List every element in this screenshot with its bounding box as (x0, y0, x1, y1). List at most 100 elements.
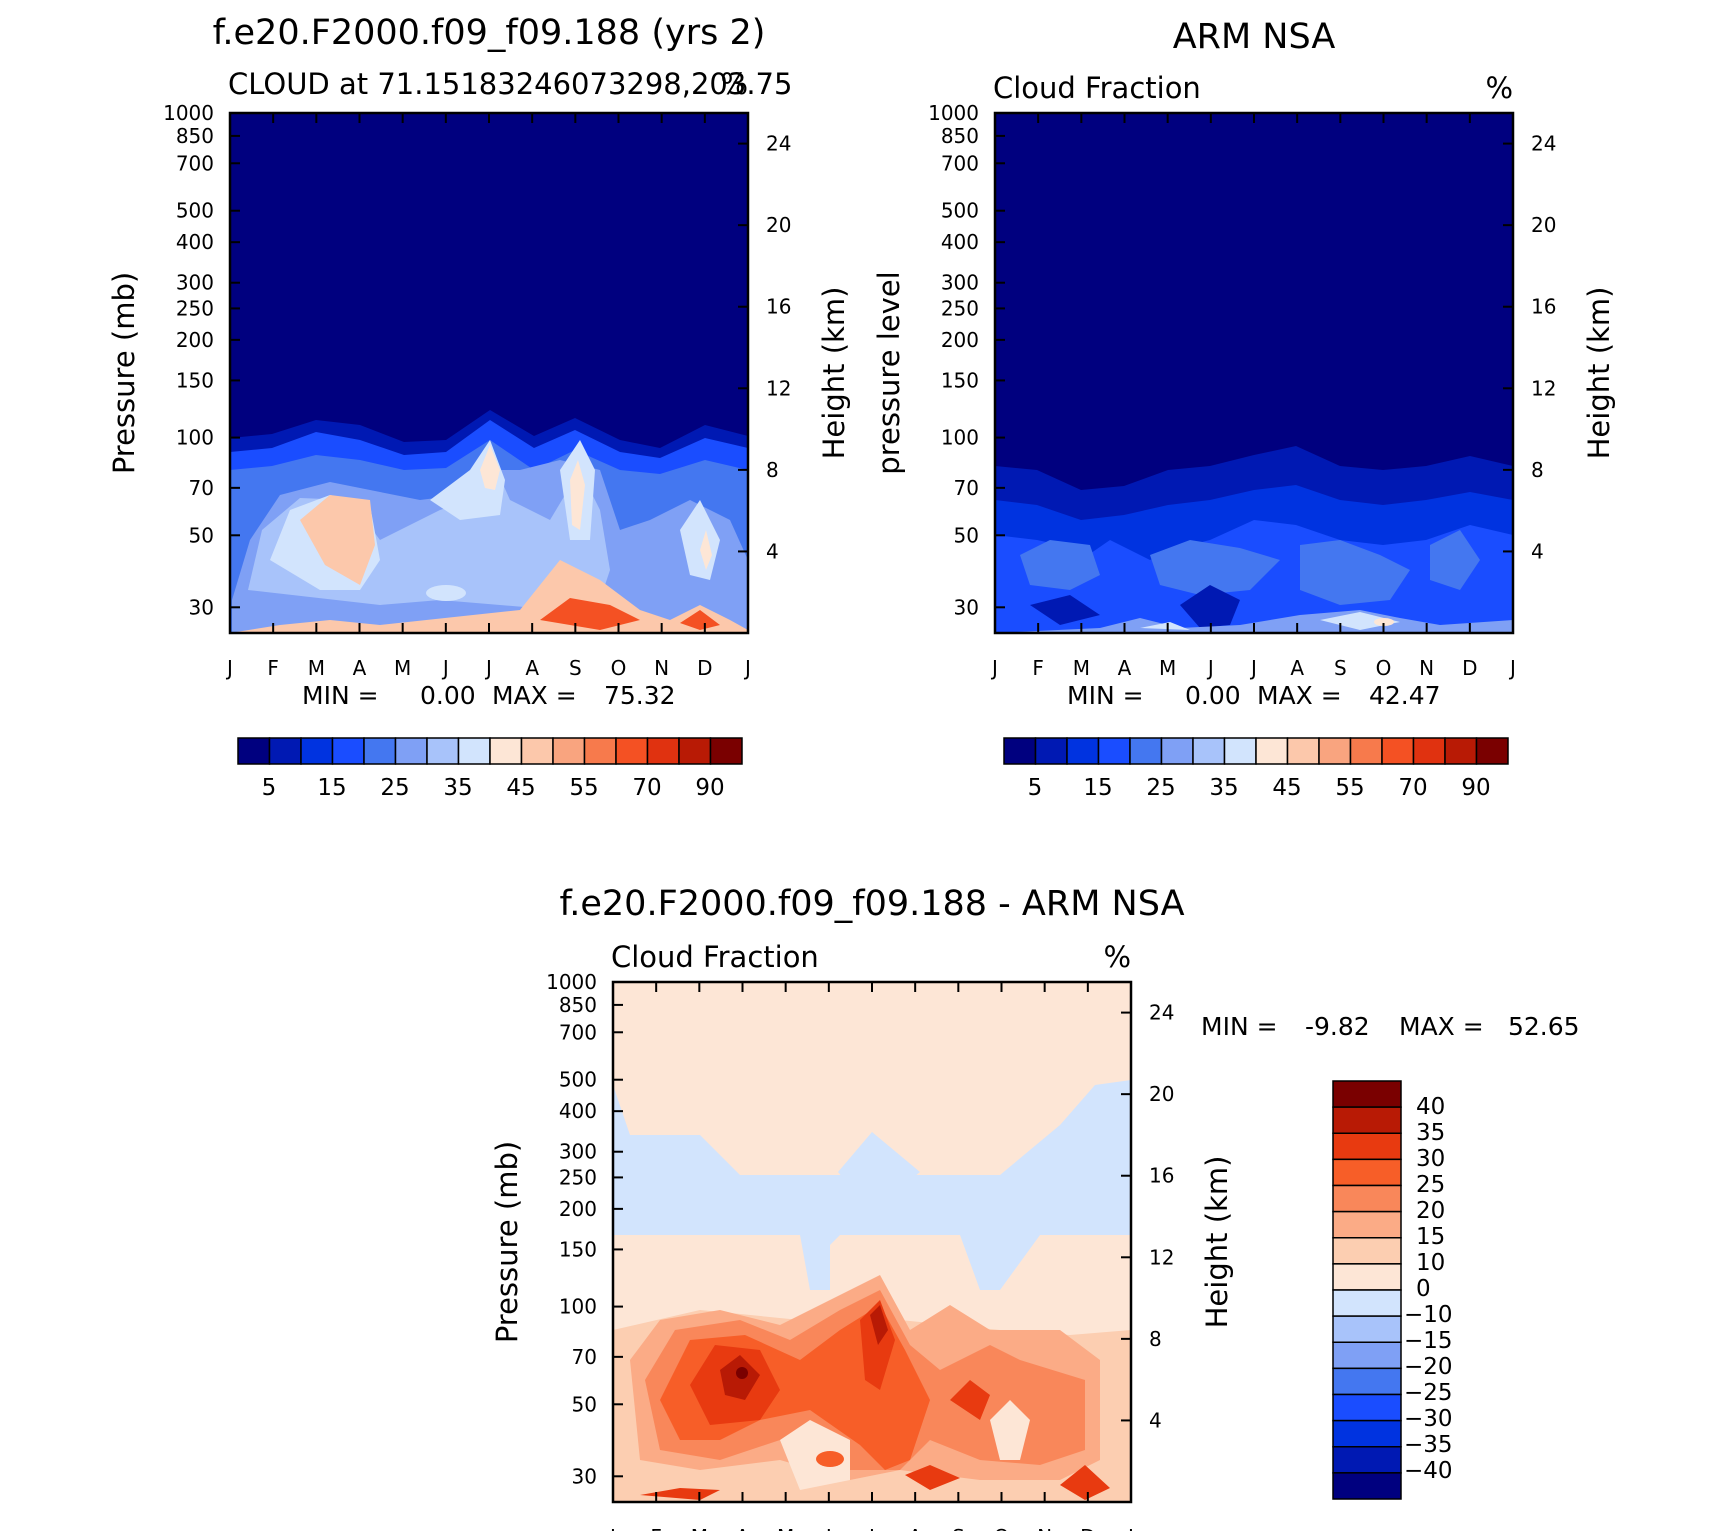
cbar-diff-swatch-2 (1332, 1132, 1402, 1161)
model-ytick-label-10: 700 (176, 151, 214, 175)
cbar-diff-label-9: −15 (1404, 1328, 1453, 1354)
cbar-obs-label-3: 35 (1209, 775, 1238, 801)
obs-ytick-label-1: 50 (954, 523, 979, 547)
obs-xtick-label-11: D (1462, 656, 1477, 680)
cbar-diff-label-11: −25 (1404, 1380, 1453, 1406)
model-ytick-label-6: 250 (176, 296, 214, 320)
cbar-model-swatch-9 (520, 737, 554, 765)
cbar-obs-swatch-6 (1192, 737, 1226, 765)
diff-ytick-label-10: 700 (559, 1020, 597, 1044)
cbar-obs-swatch-7 (1223, 737, 1257, 765)
obs-lowlevel-warm (1374, 618, 1394, 626)
panel-model-max-value: 75.32 (604, 681, 676, 710)
cbar-model-swatch-0 (237, 737, 271, 765)
panel-obs-max-value: 42.47 (1369, 681, 1441, 710)
cbar-obs-swatch-2 (1066, 737, 1100, 765)
panel-diff-field (613, 982, 1131, 1502)
panel-diff-min-value: -9.82 (1305, 1012, 1370, 1041)
panel-model: f.e20.F2000.f09_f09.188 (yrs 2) CLOUD at… (107, 13, 851, 801)
cbar-obs-swatch-13 (1412, 737, 1446, 765)
model-xtick-label-12: J (743, 656, 751, 680)
panel-obs: ARM NSA Cloud Fraction % J F M A M J J A S O N D J 30… (872, 17, 1616, 801)
diff-rtick-label-0: 24 (1149, 1001, 1174, 1025)
model-xtick-label-9: O (611, 656, 627, 680)
model-rtick-label-3: 12 (766, 376, 791, 400)
panel-diff-max-value: 52.65 (1508, 1012, 1580, 1041)
obs-ytick-label-9: 500 (941, 199, 979, 223)
cbar-diff-swatch-8 (1332, 1289, 1402, 1317)
obs-rtick-label-5: 4 (1531, 539, 1544, 563)
obs-xtick-label-9: O (1376, 656, 1392, 680)
obs-ytick-label-4: 150 (941, 368, 979, 392)
diff-rtick-label-1: 20 (1149, 1082, 1174, 1106)
diff-ytick-label-5: 200 (559, 1197, 597, 1221)
panel-obs-ylabel: pressure level (872, 271, 906, 474)
diff-positive-max (736, 1367, 748, 1379)
cbar-model-label-3: 35 (443, 775, 472, 801)
panel-diff-max-label: MAX = (1399, 1012, 1484, 1041)
diff-ytick-label-0: 30 (572, 1464, 597, 1488)
cbar-obs-swatch-15 (1475, 737, 1509, 765)
cbar-model-swatch-1 (268, 737, 302, 765)
obs-ytick-label-5: 200 (941, 328, 979, 352)
model-xtick-label-11: D (697, 656, 712, 680)
model-xtick-label-2: M (308, 656, 325, 680)
panel-model-min-value: 0.00 (420, 681, 476, 710)
model-rtick-label-5: 4 (766, 539, 779, 563)
panel-diff-colorbar (1332, 1080, 1402, 1500)
panel-model-colorbar-labels: 5 15 25 35 45 55 70 90 (262, 775, 725, 801)
diff-negative-diamond (838, 1132, 920, 1212)
cbar-model-swatch-10 (552, 737, 586, 765)
diff-xtick-label-7: A (908, 1525, 922, 1531)
diff-ytick-label-1: 50 (572, 1392, 597, 1416)
cbar-obs-swatch-12 (1381, 737, 1415, 765)
obs-xtick-label-2: M (1073, 656, 1090, 680)
cbar-obs-label-4: 45 (1272, 775, 1301, 801)
panel-model-colorbar (237, 737, 743, 765)
cbar-diff-label-8: −10 (1404, 1302, 1453, 1328)
panel-diff-ylabel-right: Height (km) (1200, 1156, 1234, 1329)
cbar-diff-swatch-4 (1332, 1184, 1402, 1213)
obs-ytick-label-0: 30 (954, 595, 979, 619)
cbar-model-swatch-12 (615, 737, 649, 765)
obs-xtick-label-5: J (1206, 656, 1214, 680)
cbar-diff-swatch-3 (1332, 1158, 1402, 1187)
diff-xtick-label-11: D (1080, 1525, 1095, 1531)
cbar-obs-label-5: 55 (1335, 775, 1364, 801)
panel-model-subtitle: CLOUD at 71.15183246073298,203.75 (228, 67, 792, 101)
cbar-model-label-4: 45 (506, 775, 535, 801)
model-xtick-label-7: A (525, 656, 539, 680)
cbar-obs-label-1: 15 (1083, 775, 1112, 801)
obs-ytick-label-8: 400 (941, 230, 979, 254)
cbar-diff-label-6: 10 (1416, 1250, 1445, 1276)
diff-xtick-label-1: F (650, 1525, 662, 1531)
model-ytick-label-0: 30 (189, 595, 214, 619)
obs-xtick-label-7: A (1290, 656, 1304, 680)
model-ytick-label-1: 50 (189, 523, 214, 547)
model-ytick-label-8: 400 (176, 230, 214, 254)
obs-ytick-label-10: 700 (941, 151, 979, 175)
obs-rtick-label-4: 8 (1531, 458, 1544, 482)
model-ytick-label-4: 150 (176, 368, 214, 392)
model-peak-1 (300, 495, 375, 585)
model-xtick-label-10: N (654, 656, 669, 680)
panel-model-units: % (720, 67, 748, 101)
obs-ytick-label-2: 70 (954, 476, 979, 500)
obs-rtick-label-3: 12 (1531, 376, 1556, 400)
cbar-model-swatch-2 (300, 737, 334, 765)
model-rtick-label-1: 20 (766, 213, 791, 237)
cbar-model-swatch-5 (394, 737, 428, 765)
panel-obs-title: ARM NSA (1173, 17, 1336, 57)
diff-xtick-label-4: M (777, 1525, 794, 1531)
obs-xtick-label-3: A (1118, 656, 1132, 680)
diff-positive-35 (720, 1305, 888, 1400)
obs-ytick-label-6: 250 (941, 296, 979, 320)
obs-rtick-label-1: 20 (1531, 213, 1556, 237)
obs-rtick-label-2: 16 (1531, 295, 1556, 319)
obs-xtick-label-10: N (1419, 656, 1434, 680)
model-rtick-label-4: 8 (766, 458, 779, 482)
panel-diff-colorbar-labels: 40 35 30 25 20 15 10 0 −10 −15 −20 −25 −… (1404, 1094, 1453, 1484)
cbar-model-swatch-11 (583, 737, 617, 765)
diff-ytick-label-9: 500 (559, 1068, 597, 1092)
